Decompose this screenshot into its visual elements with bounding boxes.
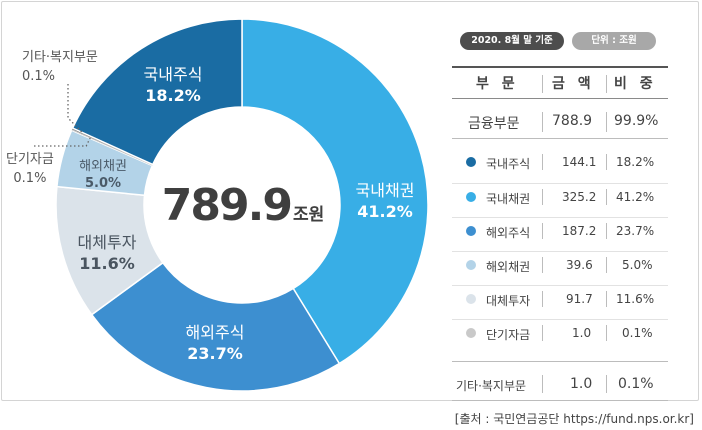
donut-slices: [55, 18, 429, 392]
table-row: 국내주식 144.1 18.2%: [452, 149, 668, 176]
source-note: [출처 : 국민연금공단 https://fund.nps.or.kr]: [454, 412, 694, 426]
donut-slice-6: [71, 18, 243, 166]
summary-table: 2020. 8월 말 기준 단위 : 조원 부 문 금 액 비 중 금융부문 7…: [452, 30, 668, 410]
table-row: 단기자금 1.0 0.1%: [452, 319, 668, 347]
column-divider: [542, 223, 543, 239]
slice-label-domestic-bond: 국내채권 41.2%: [340, 180, 430, 222]
column-divider: [606, 291, 607, 307]
row-share: 23.7%: [616, 224, 655, 238]
column-divider: [542, 189, 543, 205]
row-share: 5.0%: [622, 258, 653, 272]
total-amount: 788.9: [552, 113, 593, 129]
slice-pct: 0.1%: [13, 171, 47, 186]
row-label: 기타·복지부문: [456, 379, 527, 393]
total-row: 금융부문 788.9 99.9%: [452, 110, 668, 136]
column-divider: [606, 325, 607, 341]
column-divider: [542, 112, 543, 132]
column-divider: [542, 257, 543, 273]
slice-name: 국내채권: [355, 181, 415, 200]
slice-label-alternative: 대체투자 11.6%: [62, 232, 152, 274]
center-total: 789.9 조원: [148, 180, 338, 231]
leader-line-short-term: [34, 137, 91, 147]
legend-dot: [466, 157, 476, 167]
table-row: 대체투자 91.7 11.6%: [452, 285, 668, 313]
table-header: 부 문 금 액 비 중: [452, 66, 668, 99]
slice-pct: 41.2%: [357, 202, 413, 221]
row-amount: 39.6: [566, 258, 593, 272]
row-label: 해외채권: [486, 260, 531, 274]
other-welfare-row: 기타·복지부문 1.0 0.1%: [452, 370, 668, 401]
donut-slice-1: [90, 261, 341, 392]
date-badge: 2020. 8월 말 기준: [460, 32, 564, 50]
table-row: 해외주식 187.2 23.7%: [452, 217, 668, 245]
donut-slice-3: [56, 129, 154, 197]
slice-name: 해외채권: [79, 159, 127, 174]
center-total-unit: 조원: [292, 205, 325, 225]
row-share: 11.6%: [616, 292, 655, 306]
total-share: 99.9%: [614, 113, 659, 129]
column-divider: [606, 154, 607, 170]
unit-badge: 단위 : 조원: [572, 32, 656, 50]
row-label: 대체투자: [486, 294, 531, 308]
slice-name: 기타·복지부문: [22, 50, 98, 65]
slice-pct: 18.2%: [145, 86, 201, 105]
row-share: 0.1%: [622, 326, 653, 340]
row-label: 해외주식: [486, 226, 531, 240]
column-divider: [606, 112, 607, 132]
slice-name: 국내주식: [143, 65, 203, 84]
legend-dot: [466, 192, 476, 202]
column-divider: [606, 189, 607, 205]
column-divider: [542, 375, 543, 393]
slice-label-domestic-stock: 국내주식 18.2%: [128, 64, 218, 106]
slice-name: 해외주식: [185, 323, 245, 342]
row-amount: 1.0: [570, 376, 593, 392]
slice-pct: 0.1%: [22, 69, 56, 84]
table-row: 해외채권 39.6 5.0%: [452, 251, 668, 279]
row-label: 국내주식: [486, 157, 531, 171]
total-label: 금융부문: [468, 116, 520, 132]
column-divider: [542, 75, 543, 93]
breakdown-box: 국내주식 144.1 18.2% 국내채권 325.2 41.2% 해외주식 1…: [452, 138, 668, 362]
row-amount: 91.7: [566, 292, 593, 306]
column-divider: [606, 375, 607, 393]
legend-dot: [466, 294, 476, 304]
slice-label-short-term: 단기자금 0.1%: [6, 150, 54, 188]
donut-slice-4: [71, 129, 153, 166]
column-divider: [542, 325, 543, 341]
column-divider: [542, 154, 543, 170]
slice-label-overseas-bond: 해외채권 5.0%: [58, 158, 148, 192]
slice-name: 단기자금: [6, 152, 54, 167]
legend-dot: [466, 260, 476, 270]
leader-line-other-welfare: [67, 84, 84, 135]
row-share: 0.1%: [618, 376, 654, 392]
header-sector: 부 문: [476, 76, 519, 92]
row-amount: 1.0: [572, 326, 592, 340]
center-total-value: 789.9: [161, 180, 293, 231]
row-amount: 325.2: [562, 190, 597, 204]
header-share: 비 중: [614, 76, 657, 92]
slice-label-other-welfare: 기타·복지부문 0.1%: [22, 48, 98, 86]
row-label: 단기자금: [486, 328, 531, 342]
column-divider: [542, 291, 543, 307]
legend-dot: [466, 226, 476, 236]
column-divider: [606, 223, 607, 239]
row-label: 국내채권: [486, 192, 531, 206]
column-divider: [606, 257, 607, 273]
column-divider: [606, 75, 607, 93]
donut-slice-0: [241, 18, 429, 365]
row-share: 41.2%: [616, 190, 655, 204]
slice-name: 대체투자: [77, 233, 137, 252]
slice-pct: 5.0%: [84, 176, 122, 191]
table-row: 국내채권 325.2 41.2%: [452, 183, 668, 211]
slice-pct: 23.7%: [187, 344, 243, 363]
leader-lines: [34, 84, 91, 147]
slice-label-overseas-stock: 해외주식 23.7%: [170, 322, 260, 364]
row-amount: 187.2: [562, 224, 597, 238]
slice-pct: 11.6%: [79, 254, 135, 273]
header-amount: 금 액: [552, 76, 595, 92]
row-amount: 144.1: [562, 155, 597, 169]
legend-dot: [466, 328, 476, 338]
row-share: 18.2%: [616, 155, 655, 169]
